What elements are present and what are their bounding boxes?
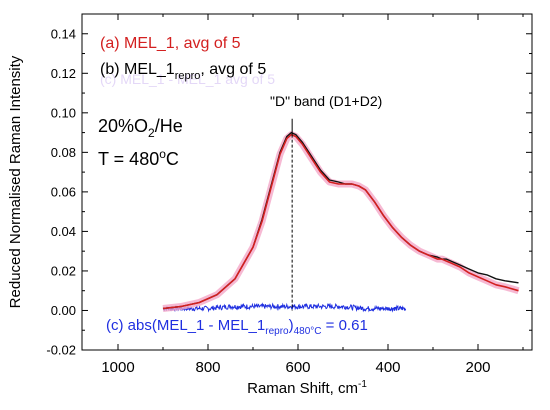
x-axis-label: Raman Shift, cm-1 [247, 379, 367, 397]
y-tick-label: 0.10 [51, 105, 76, 120]
legend-c-close: ) [289, 317, 294, 334]
y-tick-label: 0.00 [51, 303, 76, 318]
axis-ticks: 1000 800 600 400 200 -0.02 0.00 0.02 0.04 0.06 0.0… [46, 14, 532, 376]
y-tick-label: 0.14 [51, 26, 76, 41]
x-tick-label: 1000 [101, 359, 134, 376]
gas-sub: 2 [148, 126, 155, 140]
legend-series-b: (b) MEL_1repro, avg of 5 [100, 61, 266, 82]
plot-frame [81, 13, 533, 351]
x-tick-label: 800 [195, 359, 220, 376]
temp-pre: T = 480 [98, 149, 159, 169]
series-a-halo [162, 131, 520, 312]
temperature-label: T = 480oC [98, 147, 179, 169]
legend-b-suffix: , avg of 5 [200, 61, 266, 78]
legend-series-c: (c) abs(MEL_1 - MEL_1repro)480°C = 0.61 [106, 317, 368, 337]
x-tick-label: 200 [465, 359, 490, 376]
y-tick-label: 0.02 [51, 263, 76, 278]
annotations: "D" band (D1+D2) (c) MEL_1 - MEL_1 avg of… [98, 35, 382, 337]
y-tick-label: 0.12 [51, 66, 76, 81]
x-axis-label-text: Raman Shift, cm [247, 380, 358, 397]
legend-b-sub: repro [175, 70, 201, 82]
axis-labels: Raman Shift, cm-1 Reduced Normalised Rama… [7, 55, 367, 397]
d-band-label: "D" band (D1+D2) [270, 93, 382, 109]
ghost-label: (c) MEL_1 - MEL_1 avg of 5 [100, 71, 275, 87]
legend-c-sub2: 480°C [294, 326, 322, 337]
legend-c-suffix: = 0.61 [322, 317, 368, 334]
x-axis-label-sup: -1 [358, 379, 367, 390]
legend-c-sub: repro [265, 326, 289, 337]
series-group [162, 131, 520, 313]
temp-post: C [166, 149, 179, 169]
gas-label: 20%O2/He [98, 116, 183, 140]
series-b-line [162, 131, 519, 310]
series-a-line [162, 133, 519, 310]
gas-pre: 20%O [98, 116, 148, 136]
temp-sup: o [159, 147, 166, 161]
y-tick-label: 0.08 [51, 145, 76, 160]
x-tick-label: 400 [375, 359, 400, 376]
gas-post: /He [155, 116, 183, 136]
y-tick-label: 0.06 [51, 184, 76, 199]
y-axis-label: Reduced Normalised Raman Intensity [7, 55, 24, 308]
y-tick-label: -0.02 [46, 343, 76, 358]
y-tick-label: 0.04 [51, 224, 76, 239]
legend-series-a: (a) MEL_1, avg of 5 [100, 35, 241, 52]
legend-b-name: (b) MEL_1 [100, 61, 175, 78]
series-c-line [162, 302, 407, 313]
legend-c-name: (c) abs(MEL_1 - MEL_1 [106, 317, 265, 334]
x-tick-label: 600 [285, 359, 310, 376]
plot-axes [81, 13, 533, 351]
